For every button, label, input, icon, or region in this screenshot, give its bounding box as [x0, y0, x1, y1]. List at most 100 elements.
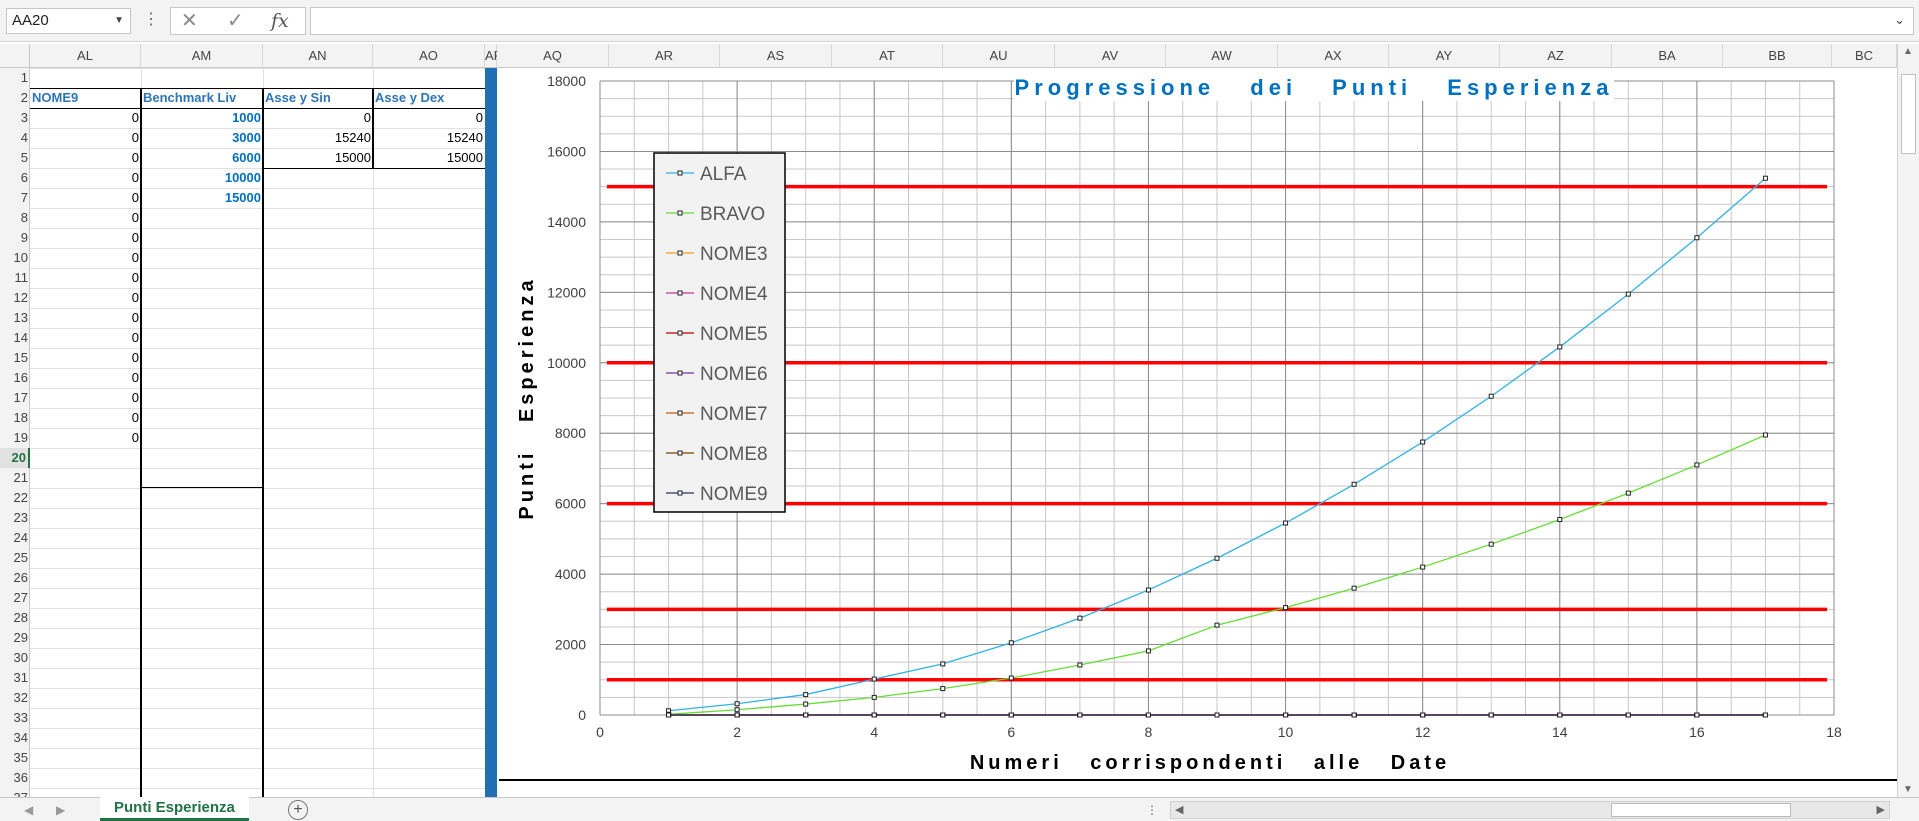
row-header[interactable]: 15	[13, 350, 28, 365]
vertical-scroll-thumb[interactable]	[1901, 74, 1916, 154]
row-header[interactable]: 12	[13, 290, 28, 305]
row-header[interactable]: 25	[13, 550, 28, 565]
table-header-cell[interactable]: Asse y Sin	[265, 90, 331, 105]
benchmark-cell[interactable]: 15000	[224, 190, 261, 205]
check-icon[interactable]: ✓	[227, 10, 244, 32]
asse-y-sin-cell[interactable]: 0	[363, 110, 371, 125]
nome9-cell[interactable]: 0	[131, 290, 139, 305]
row-header[interactable]: 18	[13, 410, 28, 425]
column-header[interactable]: AR	[609, 44, 720, 68]
row-header[interactable]: 2	[20, 90, 28, 105]
row-header[interactable]: 32	[13, 690, 28, 705]
row-header[interactable]: 31	[13, 670, 28, 685]
row-header[interactable]: 33	[13, 710, 28, 725]
nome9-cell[interactable]: 0	[131, 170, 139, 185]
scroll-down-icon[interactable]: ▼	[1903, 784, 1913, 795]
asse-y-dex-cell[interactable]: 15000	[446, 150, 483, 165]
prev-sheet-icon[interactable]: ◀	[24, 803, 34, 817]
benchmark-cell[interactable]: 10000	[224, 170, 261, 185]
nome9-cell[interactable]: 0	[131, 350, 139, 365]
nome9-cell[interactable]: 0	[131, 210, 139, 225]
column-header[interactable]: BB	[1723, 44, 1832, 68]
nome9-cell[interactable]: 0	[131, 390, 139, 405]
asse-y-dex-cell[interactable]: 15240	[446, 130, 483, 145]
row-header[interactable]: 13	[13, 310, 28, 325]
scroll-up-icon[interactable]: ▲	[1903, 46, 1913, 57]
nome9-cell[interactable]: 0	[131, 270, 139, 285]
row-header[interactable]: 27	[13, 590, 28, 605]
fx-icon[interactable]: fx	[271, 10, 289, 32]
nome9-cell[interactable]: 0	[131, 310, 139, 325]
row-header[interactable]: 34	[13, 730, 28, 745]
nome9-cell[interactable]: 0	[131, 410, 139, 425]
row-header[interactable]: 21	[13, 470, 28, 485]
column-header[interactable]: AZ	[1500, 44, 1612, 68]
column-header[interactable]: AM	[141, 44, 263, 68]
column-header[interactable]: BC	[1832, 44, 1897, 68]
row-header[interactable]: 17	[13, 390, 28, 405]
column-header[interactable]: AY	[1389, 44, 1500, 68]
column-header[interactable]: AO	[373, 44, 485, 68]
row-header[interactable]: 35	[13, 750, 28, 765]
row-header[interactable]: 9	[20, 230, 28, 245]
column-header[interactable]: AS	[720, 44, 832, 68]
chevron-down-icon[interactable]: ⌄	[1894, 12, 1905, 27]
row-header[interactable]: 20	[0, 448, 30, 468]
row-header[interactable]: 16	[13, 370, 28, 385]
row-header[interactable]: 4	[20, 130, 28, 145]
column-header[interactable]: AF	[485, 44, 502, 68]
name-box[interactable]: AA20 ▼	[6, 8, 131, 34]
chart-area[interactable]: 0 2000 4000 6000 8000 10000 12000 14000 16000 180…	[499, 69, 1897, 781]
nome9-cell[interactable]: 0	[131, 430, 139, 445]
column-header[interactable]: AU	[943, 44, 1055, 68]
more-options-icon[interactable]: ⋮	[143, 11, 159, 28]
formula-input[interactable]: ⌄	[310, 7, 1914, 35]
row-header[interactable]: 19	[13, 430, 28, 445]
row-header[interactable]: 1	[20, 70, 28, 85]
row-header[interactable]: 29	[13, 630, 28, 645]
table-header-cell[interactable]: NOME9	[32, 90, 79, 105]
table-header-cell[interactable]: Benchmark Liv	[143, 90, 237, 105]
sheet-tab-punti-esperienza[interactable]: Punti Esperienza	[100, 797, 249, 821]
row-header[interactable]: 5	[20, 150, 28, 165]
table-header-cell[interactable]: Asse y Dex	[375, 90, 445, 105]
cancel-icon[interactable]: ✕	[181, 10, 198, 32]
row-header[interactable]: 8	[20, 210, 28, 225]
benchmark-cell[interactable]: 3000	[232, 130, 261, 145]
row-header[interactable]: 23	[13, 510, 28, 525]
select-all-corner[interactable]	[0, 44, 30, 68]
column-header[interactable]: BA	[1612, 44, 1723, 68]
chevron-down-icon[interactable]: ▼	[114, 15, 124, 26]
asse-y-sin-cell[interactable]: 15000	[334, 150, 371, 165]
scroll-left-icon[interactable]: ◀	[1175, 804, 1184, 816]
row-header[interactable]: 24	[13, 530, 28, 545]
row-header[interactable]: 22	[13, 490, 28, 505]
row-header[interactable]: 7	[20, 190, 28, 205]
vertical-scrollbar[interactable]: ▲ ▼	[1897, 44, 1919, 797]
asse-y-sin-cell[interactable]: 15240	[334, 130, 371, 145]
nome9-cell[interactable]: 0	[131, 330, 139, 345]
column-header[interactable]: AX	[1278, 44, 1389, 68]
asse-y-dex-cell[interactable]: 0	[475, 110, 483, 125]
more-options-icon[interactable]: ⋮	[1146, 803, 1158, 817]
row-header[interactable]: 10	[13, 250, 28, 265]
row-header[interactable]: 30	[13, 650, 28, 665]
nome9-cell[interactable]: 0	[131, 130, 139, 145]
row-header[interactable]: 36	[13, 770, 28, 785]
row-header[interactable]: 28	[13, 610, 28, 625]
horizontal-scrollbar[interactable]: ◀ ▶	[1170, 801, 1890, 819]
scroll-right-icon[interactable]: ▶	[1876, 804, 1885, 816]
row-header[interactable]: 14	[13, 330, 28, 345]
nome9-cell[interactable]: 0	[131, 190, 139, 205]
nome9-cell[interactable]: 0	[131, 110, 139, 125]
row-header[interactable]: 11	[14, 270, 29, 285]
column-header[interactable]: AT	[832, 44, 943, 68]
nome9-cell[interactable]: 0	[131, 370, 139, 385]
column-header[interactable]: AQ	[497, 44, 609, 68]
nome9-cell[interactable]: 0	[131, 150, 139, 165]
row-header[interactable]: 26	[13, 570, 28, 585]
horizontal-scroll-thumb[interactable]	[1611, 803, 1791, 817]
benchmark-cell[interactable]: 1000	[232, 110, 261, 125]
column-header[interactable]: AN	[263, 44, 373, 68]
column-header[interactable]: AW	[1166, 44, 1278, 68]
